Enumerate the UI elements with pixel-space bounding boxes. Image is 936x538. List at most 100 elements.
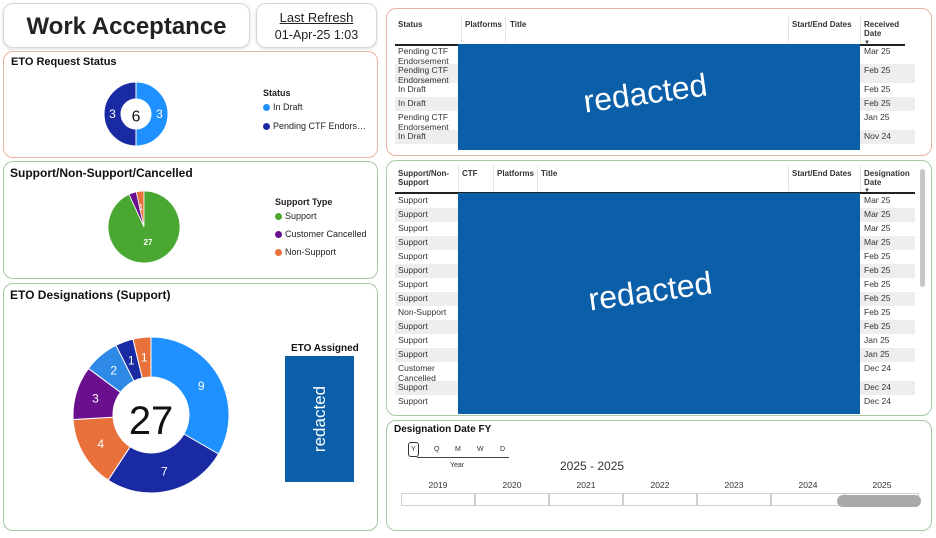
granularity-month[interactable]: M — [455, 446, 461, 453]
table-cell-status[interactable]: In Draft — [398, 84, 426, 94]
table-cell-status[interactable]: Pending CTF Endorsement — [398, 46, 449, 66]
support-type-pie-chart[interactable]: 27 1 — [104, 187, 184, 267]
col-header-title[interactable]: Title — [510, 20, 527, 29]
timeline-year-label[interactable]: 2021 — [576, 480, 596, 490]
table-cell-status[interactable]: Support — [398, 251, 428, 261]
table-cell-date[interactable]: Mar 25 — [864, 223, 891, 233]
donut-slice[interactable] — [135, 81, 169, 147]
granularity-week[interactable]: W — [477, 446, 484, 453]
table-cell-date[interactable]: Feb 25 — [864, 279, 891, 289]
col-header-received-date[interactable]: Received Date — [864, 20, 900, 38]
timeline-range-selection[interactable] — [837, 495, 921, 507]
eto-designations-title: ETO Designations (Support) — [10, 288, 171, 302]
legend-label: Non-Support — [285, 247, 337, 257]
eto-status-donut-chart[interactable]: 3 3 6 — [96, 74, 176, 154]
table-cell-date[interactable]: Feb 25 — [864, 98, 891, 108]
donut-slice[interactable] — [107, 433, 220, 494]
table-cell-status[interactable]: Pending CTF Endorsement — [398, 112, 449, 132]
timeline-year-cell[interactable] — [771, 493, 845, 506]
timeline-year-cell[interactable] — [623, 493, 697, 506]
table-cell-date[interactable]: Jan 25 — [864, 349, 890, 359]
slice-data-label: 3 — [156, 107, 163, 121]
donut-slice[interactable] — [103, 81, 137, 147]
granularity-quarter[interactable]: Q — [434, 446, 440, 453]
col-header-platforms[interactable]: Platforms — [465, 20, 502, 29]
table-cell-date[interactable]: Feb 25 — [864, 321, 891, 331]
table-cell-status[interactable]: Support — [398, 195, 428, 205]
timeline-year-label[interactable]: 2023 — [724, 480, 744, 490]
table-cell-status[interactable]: Support — [398, 382, 428, 392]
granularity-selected-box[interactable] — [408, 442, 419, 457]
table-cell-date[interactable]: Dec 24 — [864, 396, 891, 406]
table-cell-date[interactable]: Feb 25 — [864, 84, 891, 94]
table-cell-date[interactable]: Jan 25 — [864, 335, 890, 345]
legend-item-in-draft[interactable]: In Draft — [263, 102, 303, 112]
timeline-year-cell[interactable] — [697, 493, 771, 506]
granularity-day[interactable]: D — [500, 446, 506, 453]
col-header-status[interactable]: Status — [398, 20, 423, 29]
granularity-year[interactable]: Y — [411, 446, 416, 453]
table-cell-status[interactable]: In Draft — [398, 98, 426, 108]
table-cell-date[interactable]: Feb 25 — [864, 307, 891, 317]
donut-slice[interactable] — [132, 336, 152, 379]
timeline-year-label[interactable]: 2024 — [798, 480, 818, 490]
table-cell-date[interactable]: Feb 25 — [864, 265, 891, 275]
sort-desc-icon[interactable]: ▼ — [864, 188, 870, 194]
col-header-start-end-dates[interactable]: Start/End Dates — [792, 169, 852, 178]
timeline-year-label[interactable]: 2019 — [428, 480, 448, 490]
col-header-ctf[interactable]: CTF — [462, 169, 478, 178]
timeline-year-label[interactable]: 2020 — [502, 480, 522, 490]
table-cell-status[interactable]: Support — [398, 209, 428, 219]
support-designation-table-card: Support/Non-Support CTF Platforms Title … — [386, 160, 932, 416]
table-cell-status[interactable]: In Draft — [398, 131, 426, 141]
table-cell-status[interactable]: Support — [398, 223, 428, 233]
table-cell-status[interactable]: Pending CTF Endorsement — [398, 65, 449, 85]
table-cell-date[interactable]: Dec 24 — [864, 363, 891, 373]
table-cell-status[interactable]: Non-Support — [398, 307, 447, 317]
col-header-platforms[interactable]: Platforms — [497, 169, 534, 178]
pie-slice[interactable] — [107, 190, 181, 264]
table-cell-status[interactable]: Support — [398, 237, 428, 247]
table-cell-date[interactable]: Mar 25 — [864, 195, 891, 205]
timeline-year-label[interactable]: 2025 — [872, 480, 892, 490]
legend-item-pending-ctf[interactable]: Pending CTF Endors… — [263, 121, 366, 131]
legend-item-non-support[interactable]: Non-Support — [275, 247, 336, 257]
legend-dot-icon — [275, 230, 282, 238]
legend-item-customer-cancelled[interactable]: Customer Cancelled — [275, 229, 367, 239]
table-cell-status[interactable]: Customer Cancelled — [398, 363, 436, 383]
table-cell-date[interactable]: Nov 24 — [864, 131, 891, 141]
table-cell-date[interactable]: Feb 25 — [864, 293, 891, 303]
timeline-year-label[interactable]: 2022 — [650, 480, 670, 490]
table-cell-date[interactable]: Mar 25 — [864, 46, 891, 56]
table-cell-date[interactable]: Mar 25 — [864, 237, 891, 247]
timeline-year-cell[interactable] — [401, 493, 475, 506]
redacted-label: redacted — [309, 385, 329, 453]
col-header-support-non-support[interactable]: Support/Non-Support — [398, 169, 450, 187]
table-cell-status[interactable]: Support — [398, 396, 428, 406]
donut-slice[interactable] — [150, 336, 230, 455]
timeline-year-cell[interactable] — [475, 493, 549, 506]
table-cell-date[interactable]: Mar 25 — [864, 209, 891, 219]
table-cell-status[interactable]: Support — [398, 321, 428, 331]
table-cell-date[interactable]: Jan 25 — [864, 112, 890, 122]
column-divider — [860, 17, 861, 43]
legend-item-support[interactable]: Support — [275, 211, 317, 221]
vertical-scrollbar[interactable] — [920, 169, 925, 287]
table-cell-date[interactable]: Dec 24 — [864, 382, 891, 392]
table-cell-date[interactable]: Feb 25 — [864, 251, 891, 261]
table-cell-date[interactable]: Feb 25 — [864, 65, 891, 75]
col-header-start-end-dates[interactable]: Start/End Dates — [792, 20, 852, 29]
timeline-year-cell[interactable] — [549, 493, 623, 506]
column-divider — [461, 17, 462, 43]
table-cell-status[interactable]: Support — [398, 279, 428, 289]
sort-desc-icon[interactable]: ▼ — [864, 40, 870, 46]
table-cell-status[interactable]: Support — [398, 335, 428, 345]
table-cell-status[interactable]: Support — [398, 293, 428, 303]
date-range-label: 2025 - 2025 — [560, 459, 625, 473]
col-header-designation-date[interactable]: Designation Date — [864, 169, 910, 187]
table-cell-status[interactable]: Support — [398, 349, 428, 359]
table-cell-status[interactable]: Support — [398, 265, 428, 275]
report-title-card: Work Acceptance — [3, 3, 250, 48]
col-header-title[interactable]: Title — [541, 169, 558, 178]
